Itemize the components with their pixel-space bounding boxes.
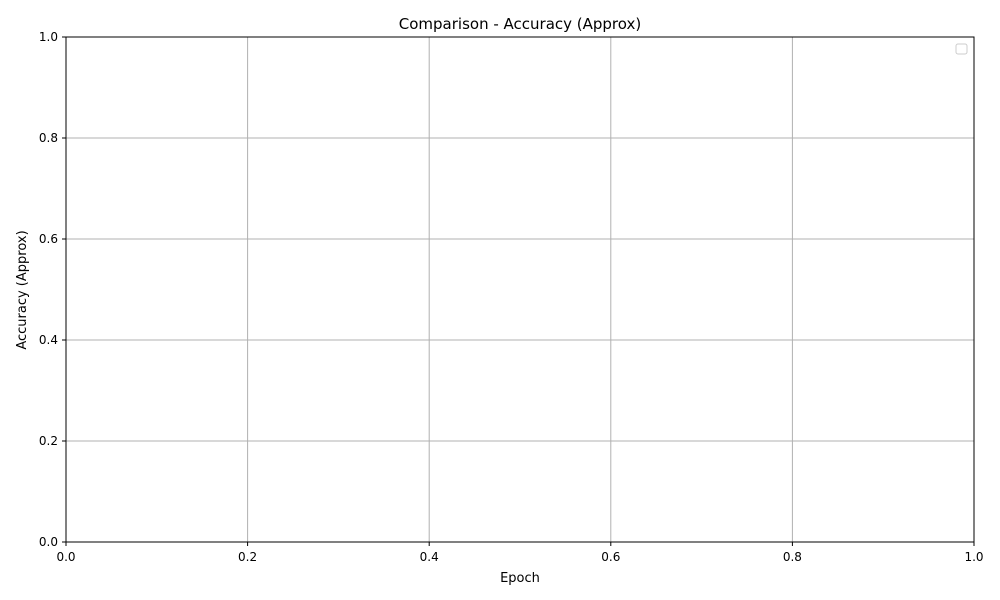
y-tick-label: 1.0 [39, 30, 58, 44]
chart-title: Comparison - Accuracy (Approx) [399, 15, 641, 33]
x-axis-ticks: 0.0 0.2 0.4 0.6 0.8 1.0 [56, 542, 984, 564]
x-tick-label: 0.2 [238, 550, 257, 564]
x-tick-label: 0.4 [420, 550, 439, 564]
y-tick-label: 0.0 [39, 535, 58, 549]
y-tick-label: 0.2 [39, 434, 58, 448]
x-tick-label: 0.8 [783, 550, 802, 564]
axes [65, 36, 975, 543]
y-tick-label: 0.8 [39, 131, 58, 145]
y-tick-label: 0.6 [39, 232, 58, 246]
plot-frame [65, 36, 975, 543]
legend-box [955, 43, 968, 55]
x-tick-label: 0.0 [56, 550, 75, 564]
y-axis-label: Accuracy (Approx) [15, 230, 30, 349]
x-axis-label: Epoch [500, 571, 540, 586]
x-tick-label: 1.0 [964, 550, 983, 564]
x-tick-label: 0.6 [601, 550, 620, 564]
y-tick-label: 0.4 [39, 333, 58, 347]
y-axis-ticks: 0.0 0.2 0.4 0.6 0.8 1.0 [39, 30, 66, 549]
